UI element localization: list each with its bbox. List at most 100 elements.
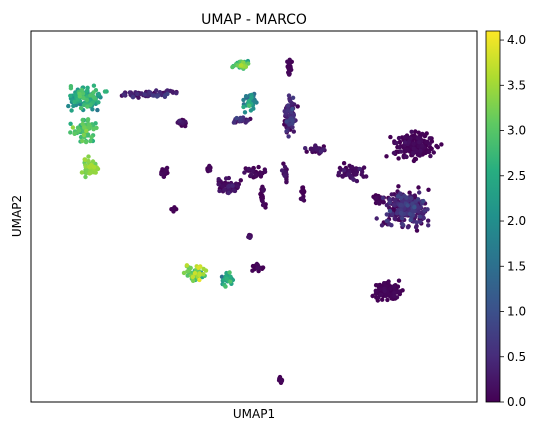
scatter-point — [379, 223, 385, 228]
scatter-point — [287, 97, 293, 103]
scatter-point — [341, 168, 347, 173]
scatter-point — [81, 132, 87, 138]
scatter-point — [289, 67, 294, 73]
scatter-point — [256, 164, 261, 170]
scatter-point — [91, 83, 97, 88]
scatter-point — [243, 94, 249, 99]
scatter-point — [70, 125, 76, 130]
scatter-point — [303, 146, 308, 151]
scatter-point — [220, 184, 226, 189]
scatter-point — [80, 117, 85, 123]
scatter-point — [85, 125, 91, 130]
scatter-point — [384, 212, 389, 217]
scatter-point — [216, 177, 221, 182]
scatter-point — [85, 104, 90, 109]
colorbar-tick-label: 4.0 — [507, 33, 526, 47]
scatter-point — [299, 189, 304, 194]
scatter-point — [407, 211, 413, 217]
colorbar-tick-label: 0.5 — [507, 350, 526, 364]
scatter-point — [235, 183, 240, 189]
scatter-point — [250, 168, 255, 174]
scatter-point — [411, 151, 416, 156]
scatter-point — [246, 61, 251, 66]
scatter-point — [282, 173, 287, 178]
scatter-point — [396, 278, 402, 283]
scatter-point — [409, 196, 414, 201]
scatter-point — [226, 190, 231, 196]
scatter-point — [407, 190, 412, 195]
scatter-point — [340, 173, 345, 179]
scatter-point — [376, 200, 381, 205]
scatter-point — [87, 171, 92, 176]
scatter-point — [412, 135, 417, 140]
scatter-point — [181, 270, 187, 276]
scatter-point — [260, 202, 266, 208]
scatter-point — [384, 154, 389, 159]
scatter-point — [228, 279, 233, 284]
scatter-point — [192, 271, 198, 276]
scatter-point — [260, 199, 265, 204]
colorbar-tick-label: 2.5 — [507, 169, 526, 183]
scatter-point — [408, 136, 413, 141]
scatter-point — [197, 271, 202, 276]
scatter-point — [238, 178, 243, 183]
scatter-point — [185, 269, 190, 274]
scatter-point — [171, 206, 176, 212]
scatter-point — [428, 153, 433, 159]
scatter-point — [412, 193, 417, 198]
scatter-point — [300, 196, 305, 202]
scatter-point — [285, 103, 291, 108]
scatter-point — [197, 277, 202, 283]
scatter-point — [102, 89, 108, 94]
scatter-point — [290, 125, 295, 130]
scatter-point — [148, 90, 153, 95]
scatter-point — [380, 195, 386, 201]
scatter-point — [354, 178, 360, 184]
scatter-point — [230, 183, 235, 188]
scatter-point — [279, 378, 285, 384]
scatter-point — [279, 168, 285, 173]
scatter-point — [121, 92, 127, 97]
scatter-point — [392, 216, 397, 221]
scatter-point — [394, 211, 400, 216]
scatter-point — [78, 105, 84, 111]
scatter-point — [83, 164, 88, 169]
scatter-point — [422, 208, 427, 213]
scatter-point — [420, 131, 425, 137]
scatter-point — [290, 118, 295, 123]
scatter-point — [72, 99, 77, 105]
scatter-point — [284, 179, 289, 184]
scatter-point — [286, 134, 291, 139]
scatter-point — [304, 149, 309, 154]
scatter-point — [75, 97, 81, 102]
scatter-point — [69, 108, 74, 113]
scatter-point — [190, 274, 195, 280]
scatter-point — [154, 94, 160, 99]
scatter-point — [378, 292, 384, 297]
scatter-point — [398, 210, 404, 216]
scatter-point — [80, 138, 85, 144]
scatter-point — [414, 228, 420, 233]
scatter-point — [262, 169, 268, 174]
scatter-point — [184, 263, 190, 268]
scatter-point — [396, 184, 401, 189]
scatter-point — [163, 167, 168, 173]
scatter-point — [77, 94, 83, 99]
scatter-point — [135, 91, 140, 97]
scatter-point — [387, 286, 393, 292]
scatter-point — [427, 145, 433, 150]
scatter-point — [439, 142, 444, 147]
scatter-point — [261, 188, 266, 193]
scatter-point — [387, 200, 393, 205]
scatter-point — [282, 164, 288, 170]
scatter-point — [376, 295, 381, 300]
scatter-point — [390, 211, 395, 217]
scatter-point — [96, 100, 101, 105]
scatter-point — [431, 150, 436, 155]
scatter-point — [165, 91, 170, 97]
scatter-point — [85, 132, 91, 137]
scatter-point — [241, 104, 246, 110]
colorbar-tick-label: 3.5 — [507, 78, 526, 92]
scatter-point — [196, 265, 201, 270]
